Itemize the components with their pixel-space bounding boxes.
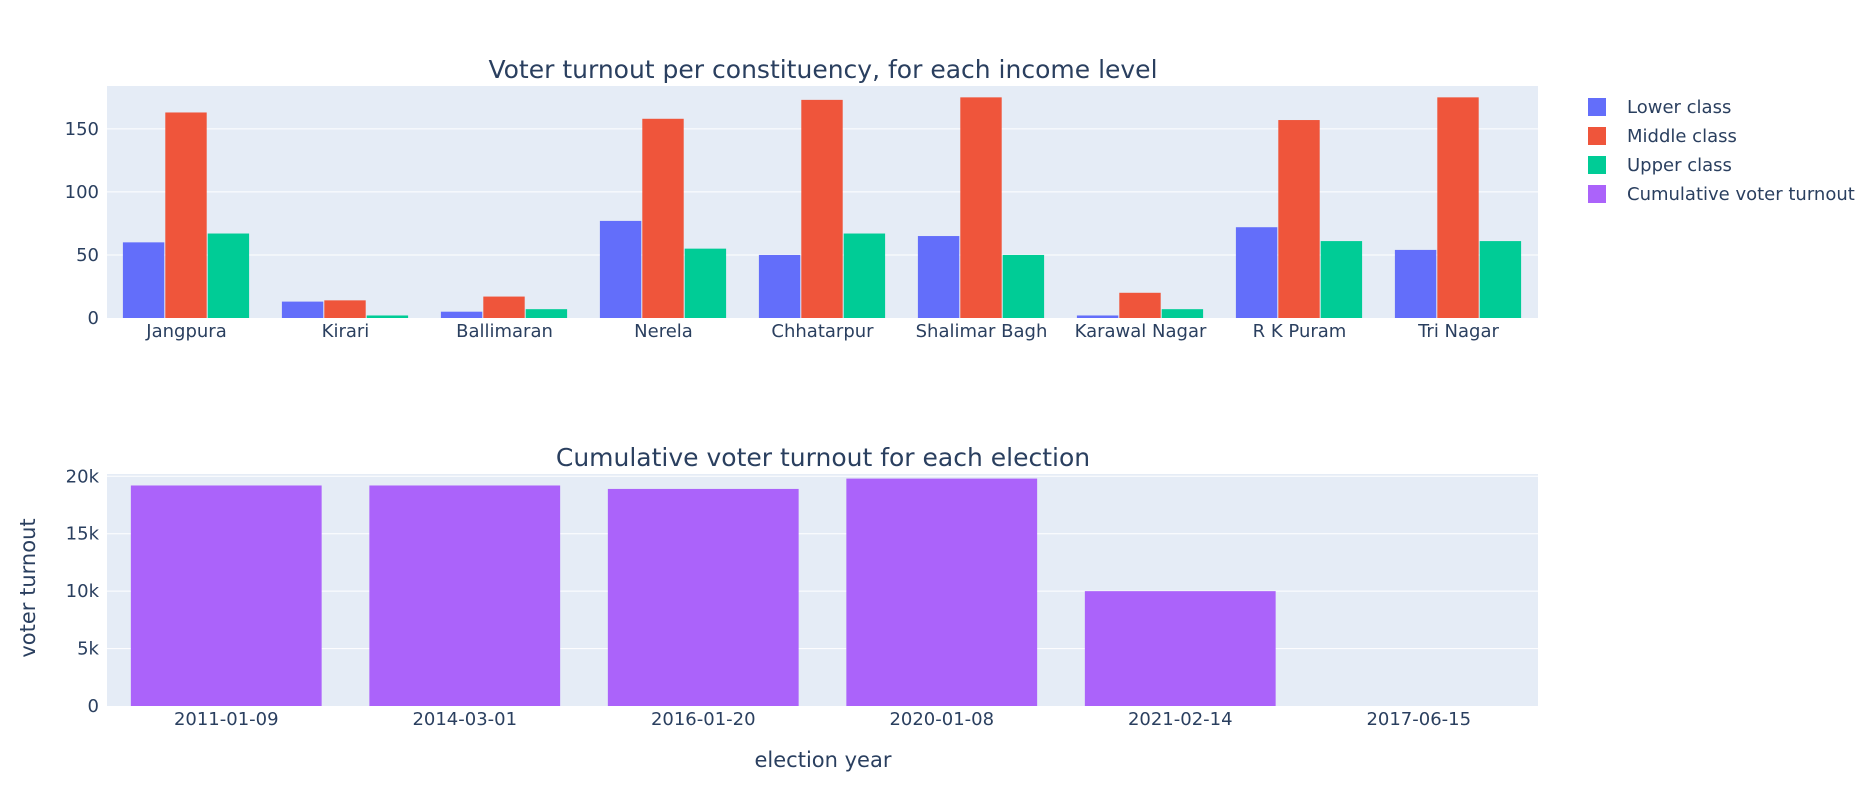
chart1-bar (122, 242, 165, 318)
chart1-bar (207, 233, 250, 318)
chart2-x-tick-label: 2017-06-15 (1366, 709, 1471, 730)
chart2-plot: 0 5k 10k 15k 20k 2011-01-09 2014-03-01 2016-01-… (66, 466, 1538, 730)
chart1-bar (1076, 315, 1119, 318)
legend-swatch (1588, 156, 1606, 174)
legend-item-label: Middle class (1627, 126, 1737, 147)
chart2-bar (607, 488, 799, 706)
chart2-x-tick-label: 2014-03-01 (412, 709, 517, 730)
chart1-x-tick-label: Chhatarpur (771, 321, 874, 342)
chart1-bar (1320, 241, 1363, 318)
chart1-bar (599, 220, 642, 318)
chart2-x-tick-label: 2020-01-08 (889, 709, 994, 730)
chart1-bar (324, 300, 366, 318)
chart1-title: Voter turnout per constituency, for each… (488, 55, 1157, 84)
chart1-bar (1394, 249, 1437, 318)
chart2-y-tick-label: 10k (66, 581, 100, 602)
chart1-bar (440, 311, 483, 318)
chart1-x-tick-label: Shalimar Bagh (916, 321, 1048, 342)
chart1-plot: 0 50 100 150 Jangpura Kirari Ballimaran Nerela C… (65, 86, 1538, 342)
chart2-bar (369, 485, 561, 706)
chart1-bar (684, 248, 727, 318)
chart1-bar (917, 236, 960, 318)
legend-swatch (1588, 98, 1606, 116)
chart1-bar (525, 309, 568, 318)
legend-item-label: Lower class (1627, 97, 1731, 118)
legend-swatch (1588, 127, 1606, 145)
chart1-bar (642, 118, 684, 318)
chart1-bar (1437, 97, 1479, 318)
chart1-x-tick-label: Karawal Nagar (1075, 321, 1207, 342)
chart2-x-tick-label: 2011-01-09 (174, 709, 279, 730)
chart2-bar (1084, 591, 1276, 706)
chart1-x-tick-label: Nerela (634, 321, 693, 342)
chart2-y-tick-label: 0 (88, 696, 99, 717)
legend-item-label: Cumulative voter turnout (1627, 184, 1855, 205)
chart1-x-tick-label: Kirari (322, 321, 370, 342)
chart2-y-tick-label: 15k (66, 524, 100, 545)
chart1-bar (1119, 292, 1161, 318)
chart1-bar (366, 315, 409, 318)
chart2-bar (130, 485, 322, 706)
chart2-y-tick-label: 20k (66, 466, 100, 487)
legend-swatch (1588, 185, 1606, 203)
chart1-y-tick-label: 50 (76, 245, 99, 266)
chart1-x-tick-label: R K Puram (1253, 321, 1347, 342)
chart1-bar (1235, 227, 1278, 318)
chart2-plot-background (107, 474, 1538, 706)
chart2-x-axis-title: election year (755, 748, 892, 772)
chart2-y-axis-title: voter turnout (16, 518, 40, 657)
chart2-x-tick-label: 2021-02-14 (1128, 709, 1233, 730)
chart1-bar (843, 233, 886, 318)
chart1-y-tick-label: 100 (65, 182, 99, 203)
chart1-x-tick-label: Ballimaran (456, 321, 553, 342)
chart1-bar (483, 296, 525, 318)
legend: Lower class Middle class Upper class Cumula… (1588, 97, 1855, 205)
chart1-y-tick-label: 0 (88, 308, 99, 329)
chart2-title: Cumulative voter turnout for each electi… (556, 443, 1090, 472)
chart2-bar (846, 478, 1038, 706)
chart1-bar (758, 254, 801, 318)
chart1-bar (165, 112, 207, 318)
chart1-bar (1479, 241, 1522, 318)
chart1-bar (1278, 120, 1320, 318)
legend-item-label: Upper class (1627, 155, 1732, 176)
chart1-x-tick-label: Tri Nagar (1417, 321, 1499, 342)
chart1-bar (960, 97, 1002, 318)
chart2-y-tick-label: 5k (77, 639, 99, 660)
chart2-x-tick-label: 2016-01-20 (651, 709, 756, 730)
chart1-bar (1002, 254, 1045, 318)
chart1-bar (801, 99, 843, 318)
chart1-y-tick-label: 150 (65, 119, 99, 140)
chart1-x-tick-label: Jangpura (145, 321, 226, 342)
chart1-bar (281, 301, 324, 318)
chart1-bar (1161, 309, 1204, 318)
